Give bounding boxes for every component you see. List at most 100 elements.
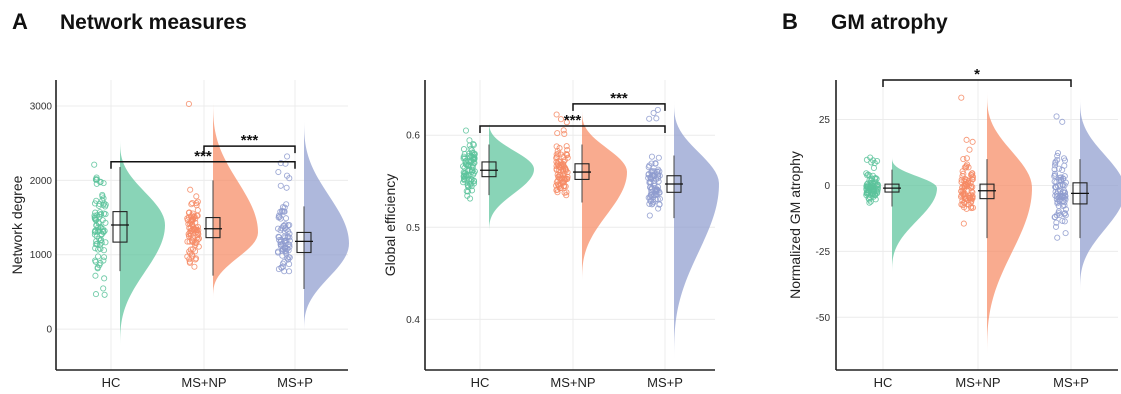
data-point (863, 189, 870, 196)
data-point (652, 160, 659, 167)
data-point (646, 212, 653, 219)
data-point (960, 220, 967, 227)
data-point (286, 230, 293, 237)
y-axis-title: Normalized GM atrophy (787, 151, 803, 299)
density-cloud (304, 115, 349, 334)
series-hc (863, 154, 937, 276)
data-point (645, 171, 652, 178)
x-tick-label: MS+P (1053, 375, 1089, 390)
series-ms-np (957, 90, 1032, 360)
data-point (186, 258, 193, 265)
data-point (95, 253, 102, 260)
data-point (194, 207, 201, 214)
data-point (1061, 210, 1068, 218)
data-point (194, 236, 201, 243)
data-point (469, 162, 476, 169)
data-point (93, 180, 100, 187)
data-point (868, 182, 875, 189)
data-point (100, 201, 107, 208)
box (296, 231, 312, 254)
data-point (286, 268, 293, 275)
data-point (184, 215, 191, 222)
y-tick-label: 25 (819, 115, 831, 126)
x-tick-label: HC (471, 375, 490, 390)
data-point (563, 175, 570, 182)
data-point (871, 191, 878, 198)
x-tick-label: HC (102, 375, 121, 390)
significance-bracket: *** (203, 132, 296, 154)
data-point (469, 154, 476, 161)
density-cloud (1080, 95, 1121, 294)
bracket-line (572, 103, 666, 111)
box (205, 217, 221, 239)
data-point (91, 161, 98, 168)
data-point (872, 196, 879, 203)
y-tick-label: 0.4 (406, 315, 420, 326)
data-point (191, 263, 198, 270)
data-point (648, 191, 655, 198)
significance-label: *** (194, 148, 212, 165)
data-point (1060, 187, 1068, 194)
data-point (563, 151, 570, 158)
data-point (556, 145, 563, 152)
data-point (968, 176, 976, 183)
data-point (97, 245, 104, 252)
data-point (466, 152, 473, 160)
data-point (462, 127, 470, 134)
data-point (101, 291, 108, 298)
data-point (282, 224, 289, 232)
data-point (560, 168, 567, 175)
data-points (553, 111, 571, 199)
data-point (1054, 156, 1061, 163)
data-point (280, 208, 287, 215)
data-point (1051, 166, 1058, 173)
data-point (958, 176, 965, 183)
data-point (100, 180, 107, 187)
box (481, 161, 497, 178)
data-point (561, 164, 569, 171)
data-point (460, 146, 468, 153)
panel-a-letter: A (12, 9, 28, 34)
data-point (1054, 149, 1062, 157)
data-point (563, 189, 570, 196)
data-point (98, 239, 105, 246)
data-point (553, 111, 560, 118)
data-point (1054, 182, 1061, 189)
data-point (963, 182, 970, 189)
data-point (563, 119, 570, 126)
bracket-line (110, 161, 296, 169)
data-point (471, 168, 478, 175)
data-point (650, 193, 657, 200)
data-point (966, 146, 973, 153)
density-cloud (489, 119, 534, 234)
data-point (461, 176, 468, 183)
y-axis-title: Global efficiency (382, 174, 398, 276)
data-point (96, 220, 103, 227)
data-point (561, 176, 568, 183)
data-point (868, 175, 876, 182)
data-point (1061, 202, 1068, 209)
data-point (1052, 160, 1059, 167)
data-point (282, 215, 290, 222)
x-tick-label: MS+P (647, 375, 683, 390)
data-point (1051, 173, 1058, 180)
data-point (92, 241, 99, 248)
data-point (961, 164, 968, 171)
data-point (102, 203, 109, 210)
data-point (282, 248, 290, 255)
data-point (868, 159, 875, 166)
data-point (99, 217, 106, 224)
data-point (464, 192, 471, 199)
data-point (1061, 218, 1068, 225)
data-point (963, 155, 970, 162)
global-efficiency-chart: 0.4 0.5 0.6 Global efficiency HC MS+NP MS+P ***… (382, 80, 719, 390)
data-points (645, 106, 663, 219)
data-point (283, 172, 291, 179)
data-point (1055, 165, 1063, 172)
box (112, 211, 128, 243)
data-point (563, 143, 570, 150)
data-point (557, 151, 564, 158)
data-point (869, 183, 876, 190)
data-point (650, 109, 657, 117)
data-point (969, 170, 976, 177)
